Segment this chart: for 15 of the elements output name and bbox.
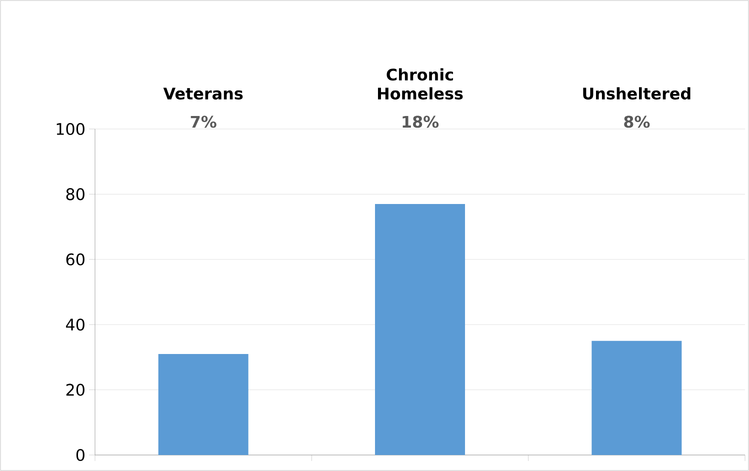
text: 18%: [402, 116, 439, 128]
text: 8%: [624, 116, 650, 128]
x-tick-label: Unsheltered: [583, 87, 690, 100]
y-tick-label: 80: [66, 188, 84, 200]
bar: [158, 354, 248, 455]
x-tick-label: Veterans: [163, 88, 243, 100]
bar: [592, 340, 682, 455]
text: 7%: [190, 116, 216, 128]
y-tick-label: 100: [56, 122, 84, 136]
y-tick-label: 40: [66, 318, 84, 331]
y-tick-label: 0: [76, 448, 84, 462]
x-tick-label: Chronic Homeless: [378, 68, 463, 100]
y-tick-label: 60: [66, 253, 84, 266]
y-tick-label: 20: [66, 384, 84, 396]
bar: [375, 204, 466, 455]
